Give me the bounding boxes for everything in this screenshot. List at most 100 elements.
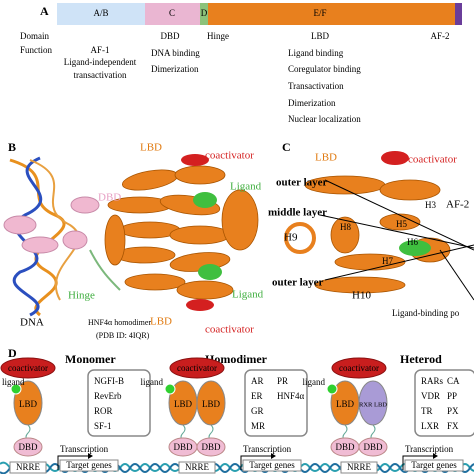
coactivator-label: coactivator [339,363,379,373]
helix-label: H6 [407,237,418,247]
receptor-name: RARs [421,376,444,386]
column-line: Ligand binding [288,48,344,58]
layer-label: outer layer [276,177,328,189]
af2-label: AF-2 [430,31,449,41]
segment-label: C [169,8,175,18]
receptor-box [244,369,308,437]
arrow [240,455,271,470]
nrre-label: NRRE [347,462,372,472]
lbd-shape [13,380,43,426]
receptor-name: PX [447,406,459,416]
ligand-dot [10,383,22,395]
layer-lines [319,179,474,301]
dbd-label: DBD [201,442,221,452]
row-label: Function [20,45,53,55]
segment [57,3,145,25]
transcription-label: Transcription [243,444,292,454]
dbd-label: DBD [98,192,121,204]
caption: (PDB ID: 4IQR) [96,331,150,340]
arrow [57,455,88,470]
segment-label: E/F [313,8,326,18]
receptor-name: CA [447,376,460,386]
lbd-label: LBD [315,152,337,164]
ligand-label: Ligand [230,181,262,193]
target-genes-label: Target genes [411,460,457,470]
coactivator-label: coactivator [8,363,48,373]
panel-label: B [8,140,16,154]
dbd-label: DBD [335,442,355,452]
arrow [402,455,433,470]
receptor-name: NGFI-B [94,376,124,386]
dbd-label: DBD [363,442,383,452]
group-title: Heterod [400,352,442,366]
segment [455,3,462,25]
segment [208,3,455,25]
lbd-structure [284,175,451,294]
ligand-label: ligand [141,377,164,387]
dna-label: DNA [20,317,44,329]
target-genes-label: Target genes [66,460,112,470]
layer-label: middle layer [268,207,327,219]
nrre-label: NRRE [16,462,41,472]
dbd-label: DBD [18,442,38,452]
receptor-name: MR [251,421,265,431]
arrowhead [88,453,93,459]
helix-label: H5 [396,219,407,229]
coactivator-helix [181,154,209,166]
ligand-blob [399,240,431,256]
transcription-label: Transcription [405,444,454,454]
panel-label: C [282,140,291,154]
dbd-shape [13,437,43,457]
receptor-name: AR [251,376,264,386]
receptor-name: RevErb [94,391,122,401]
column-line: Coregulator binding [288,64,361,74]
segment-label: D [201,8,208,18]
ligand-label: ligand [303,377,326,387]
hinge-label: Hinge [207,31,229,41]
coactivator-shape [0,357,56,379]
coactivator-helix [381,151,409,165]
helix-label: H10 [352,290,371,302]
dbd-label: DBD [173,442,193,452]
column-line: Dimerization [151,64,199,74]
af2-label: AF-2 [446,199,469,211]
lbd-shape [196,380,226,426]
receptor-name: VDR [421,391,440,401]
ligand-blob [193,192,217,208]
coactivator-helix [186,299,214,311]
lbd-label: LBD [150,316,172,328]
coactivator-label: coactivator [408,154,457,166]
helix-label: H7 [382,256,393,266]
target-genes-label: Target genes [249,460,295,470]
column-line: transactivation [74,70,127,80]
receptor-name: FX [447,421,459,431]
column-line: Ligand-independent [64,57,137,67]
lbd-label: LBD [202,399,221,409]
hinge-label: Hinge [68,290,95,302]
arrowhead [433,453,438,459]
receptor-box [87,369,151,437]
target-box [404,459,464,472]
lbd-shape [358,380,388,426]
receptor-name: TR [421,406,433,416]
group-title: Homodimer [205,352,268,366]
helix-label: H8 [340,222,351,232]
dbd-shape [196,437,226,457]
group-title: Monomer [65,352,116,366]
dbd-shape [358,437,388,457]
nrre-box [340,461,378,474]
coactivator-label: coactivator [205,150,254,162]
transcription-label: Transcription [60,444,109,454]
column-line: Nuclear localization [288,114,361,124]
coactivator-label: coactivator [205,324,254,336]
row-label: Domain [20,31,49,41]
lbd-label: LBD [140,142,162,154]
column-line: Dimerization [288,98,336,108]
ligand-label: ligand [2,377,25,387]
receptor-name: PP [447,391,457,401]
receptor-name: ROR [94,406,113,416]
helix-label: H9 [284,232,298,244]
receptor-name: HNF4α [277,391,305,401]
nrre-label: NRRE [185,462,210,472]
